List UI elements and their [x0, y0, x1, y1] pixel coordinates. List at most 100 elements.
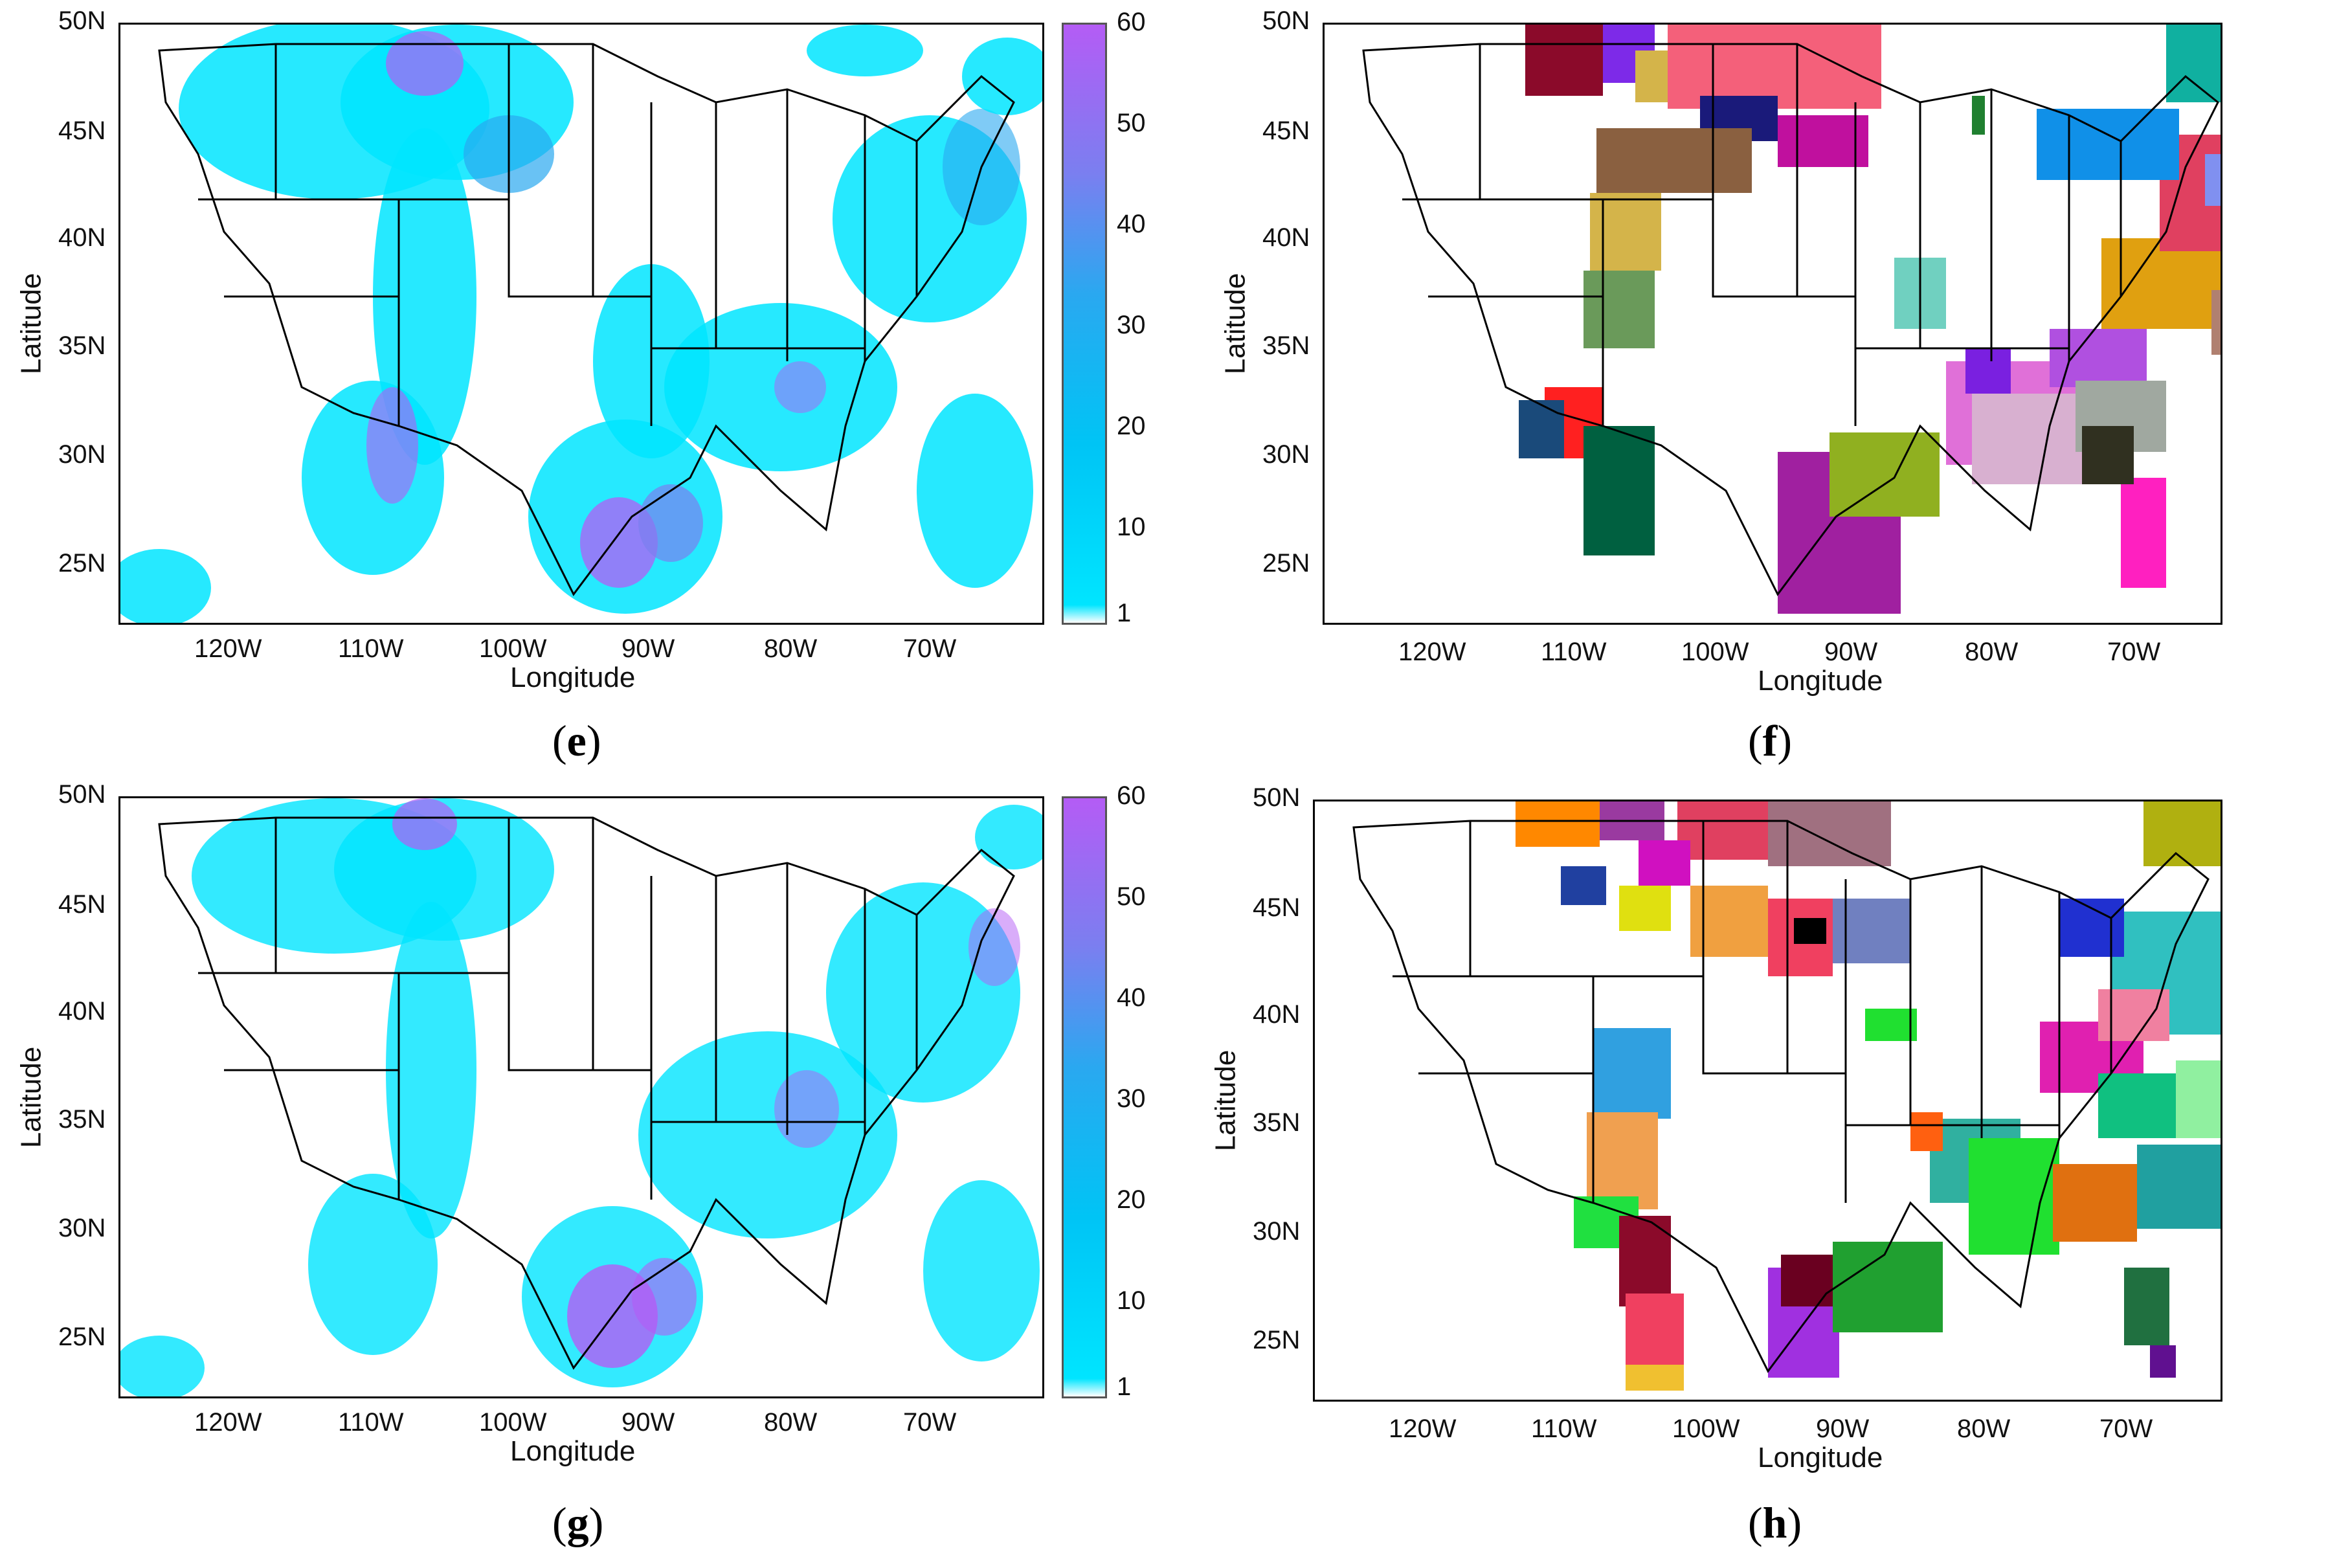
- ytick-f-3: 35N: [1262, 331, 1310, 360]
- tag-letter-g: g: [566, 1498, 589, 1547]
- ytick-h-5: 25N: [1253, 1326, 1301, 1354]
- ytick-e-5: 25N: [58, 549, 106, 577]
- ylabel-g: Latitude: [15, 1046, 47, 1148]
- xtick-f-1: 110W: [1541, 638, 1607, 666]
- colorbar-label-e-2: 40: [1117, 210, 1146, 238]
- colorbar-label-g-0: 60: [1117, 781, 1146, 810]
- colorbar-label-e-0: 60: [1117, 8, 1146, 36]
- ytick-e-1: 45N: [58, 117, 106, 145]
- ytick-g-1: 45N: [58, 890, 106, 919]
- ytick-g-3: 35N: [58, 1105, 106, 1134]
- xtick-e-1: 110W: [338, 634, 404, 663]
- colorbar-g: [1062, 796, 1107, 1398]
- cluster-regions-h: [1516, 801, 2221, 1391]
- xtick-e-5: 70W: [903, 634, 957, 663]
- ytick-f-5: 25N: [1262, 549, 1310, 577]
- ytick-e-3: 35N: [58, 331, 106, 360]
- map-frame-e: [118, 23, 1044, 625]
- tag-close-h: ): [1787, 1498, 1802, 1547]
- ytick-g-5: 25N: [58, 1323, 106, 1351]
- panel-h: 50N 45N 40N 35N 30N 25N 120W 110W 100W 9…: [1175, 774, 2350, 1568]
- panel-tag-e: (e): [552, 715, 601, 767]
- map-frame-f: [1323, 23, 2222, 625]
- xtick-g-4: 80W: [764, 1408, 818, 1437]
- panel-g: 60 50 40 30 20 10 1 50N 45N 40N 35N 30N …: [0, 774, 1175, 1568]
- ytick-h-4: 30N: [1253, 1217, 1301, 1246]
- panel-tag-f: (f): [1748, 715, 1792, 767]
- precip-map-e: [120, 25, 1042, 623]
- ytick-h-0: 50N: [1253, 783, 1301, 812]
- colorbar-label-g-6: 1: [1117, 1372, 1132, 1401]
- xtick-h-0: 120W: [1389, 1415, 1457, 1443]
- state-boundaries-f: [1362, 43, 2219, 596]
- colorbar-label-g-2: 40: [1117, 983, 1146, 1012]
- cluster-map-f: [1362, 25, 2221, 614]
- xtick-e-2: 100W: [479, 634, 547, 663]
- ytick-g-4: 30N: [58, 1214, 106, 1242]
- ytick-f-4: 30N: [1262, 440, 1310, 469]
- colorbar-label-e-4: 20: [1117, 412, 1146, 440]
- tag-open-e: (: [552, 716, 567, 765]
- tag-open-g: (: [552, 1498, 567, 1547]
- map-frame-g: [118, 796, 1044, 1398]
- xtick-h-2: 100W: [1672, 1415, 1740, 1443]
- colorbar-label-e-3: 30: [1117, 311, 1146, 339]
- colorbar-label-e-6: 1: [1117, 599, 1132, 627]
- colorbar-e: [1062, 23, 1107, 625]
- xtick-g-3: 90W: [621, 1408, 675, 1437]
- ytick-f-0: 50N: [1262, 6, 1310, 35]
- xtick-f-4: 80W: [1965, 638, 2019, 666]
- colorbar-label-g-5: 10: [1117, 1286, 1146, 1315]
- tag-letter-h: h: [1762, 1498, 1787, 1547]
- state-boundaries-h: [1352, 820, 2210, 1373]
- tag-close-f: ): [1777, 716, 1792, 765]
- ylabel-f: Latitude: [1219, 273, 1251, 375]
- xtick-h-4: 80W: [1957, 1415, 2011, 1443]
- xtick-f-0: 120W: [1398, 638, 1466, 666]
- panel-tag-g: (g): [552, 1497, 603, 1549]
- panel-tag-h: (h): [1748, 1497, 1802, 1549]
- tag-open-h: (: [1748, 1498, 1763, 1547]
- xtick-h-1: 110W: [1531, 1415, 1597, 1443]
- precip-map-g: [120, 798, 1042, 1396]
- precip-field-g: [120, 798, 1042, 1396]
- tag-letter-e: e: [566, 716, 587, 765]
- panel-f: 50N 45N 40N 35N 30N 25N 120W 110W 100W 9…: [1175, 0, 2350, 770]
- panel-e: 60 50 40 30 20 10 1 50N 45N 40N 35N 30N …: [0, 0, 1175, 770]
- state-boundaries-e: [158, 43, 1015, 596]
- ytick-h-1: 45N: [1253, 893, 1301, 922]
- tag-close-e: ): [586, 716, 601, 765]
- xlabel-e: Longitude: [510, 662, 636, 693]
- xtick-f-3: 90W: [1824, 638, 1878, 666]
- ytick-h-3: 35N: [1253, 1108, 1301, 1137]
- ytick-h-2: 40N: [1253, 1000, 1301, 1029]
- xtick-h-3: 90W: [1816, 1415, 1870, 1443]
- colorbar-label-g-3: 30: [1117, 1084, 1146, 1113]
- state-boundaries-g: [158, 816, 1015, 1370]
- xtick-g-1: 110W: [338, 1408, 404, 1437]
- xlabel-f: Longitude: [1758, 665, 1883, 697]
- colorbar-label-g-4: 20: [1117, 1185, 1146, 1214]
- ytick-g-0: 50N: [58, 780, 106, 809]
- tag-close-g: ): [588, 1498, 604, 1547]
- xtick-e-0: 120W: [194, 634, 262, 663]
- ytick-f-2: 40N: [1262, 223, 1310, 252]
- xlabel-g: Longitude: [510, 1435, 636, 1467]
- precip-field-e: [120, 25, 1042, 623]
- xtick-h-5: 70W: [2099, 1415, 2153, 1443]
- tag-open-f: (: [1748, 716, 1763, 765]
- xtick-g-2: 100W: [479, 1408, 547, 1437]
- map-frame-h: [1313, 800, 2222, 1402]
- xtick-e-3: 90W: [621, 634, 675, 663]
- xlabel-h: Longitude: [1758, 1442, 1883, 1473]
- ylabel-e: Latitude: [15, 273, 47, 375]
- tag-letter-f: f: [1762, 716, 1778, 765]
- colorbar-label-e-1: 50: [1117, 109, 1146, 137]
- xtick-e-4: 80W: [764, 634, 818, 663]
- cluster-regions-f: [1519, 25, 2221, 614]
- colorbar-label-g-1: 50: [1117, 882, 1146, 911]
- xtick-g-5: 70W: [903, 1408, 957, 1437]
- xtick-g-0: 120W: [194, 1408, 262, 1437]
- ytick-f-1: 45N: [1262, 117, 1310, 145]
- ytick-g-2: 40N: [58, 997, 106, 1025]
